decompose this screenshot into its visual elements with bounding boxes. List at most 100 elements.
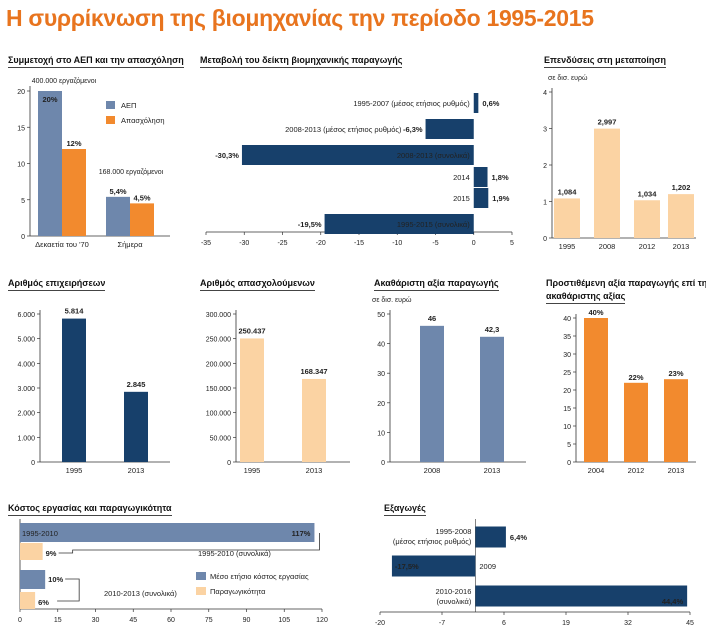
bar-2008-2013 (μέσος ετήσιος ρυθμός)	[425, 119, 474, 139]
bar-2013	[480, 336, 504, 462]
data-label: 1,8%	[492, 173, 509, 182]
y-tick-label: 10	[563, 424, 571, 431]
x-tick-label: 2013	[306, 466, 323, 475]
y-tick-label: 3	[543, 127, 547, 134]
group-label: 1995-2010 (συνολικά)	[198, 549, 271, 558]
x-tick-label: -10	[392, 240, 402, 247]
chart-title-exports: Εξαγωγές	[384, 503, 426, 516]
data-label: 23%	[668, 369, 683, 378]
y-tick-label: 0	[227, 460, 231, 467]
x-tick-label: 1995	[66, 466, 83, 475]
bar-2008-2013 (συνολικά)	[241, 145, 474, 165]
y-tick-label: 10	[377, 430, 385, 437]
y-tick-label: 0	[381, 460, 385, 467]
x-tick-label: 2004	[588, 466, 605, 475]
group-label: 2010-2013 (συνολικά)	[104, 589, 177, 598]
data-label: -17,5%	[395, 562, 419, 571]
x-tick-label: 2013	[668, 466, 685, 475]
data-label: 5,4%	[109, 187, 126, 196]
chart-gdp-employment: 0 5 10 15 20 20% 5,4% 12% 4,5% Δεκαετία του '70 Σή…	[17, 77, 170, 249]
chart-employees: 0 50.000 100.000 150.000 200.000 250.000 300.0…	[206, 310, 350, 475]
bar-Απασχόληση-1	[130, 203, 154, 236]
bar-2014	[473, 167, 488, 187]
bar-export-2	[475, 585, 688, 607]
y-tick-label: 20	[563, 388, 571, 395]
x-tick-label: 105	[278, 617, 290, 624]
x-tick-label: 2013	[128, 466, 145, 475]
y-tick-label: 1	[543, 200, 547, 207]
x-tick-label: Σήμερα	[117, 240, 143, 249]
y-tick-label: 0	[31, 460, 35, 467]
legend-label-productivity: Παραγωγικότητα	[210, 587, 266, 596]
data-label: 44,4%	[662, 597, 684, 606]
data-label: 6,4%	[510, 533, 527, 542]
y-tick-label: 5	[567, 442, 571, 449]
category-label: 2015	[453, 194, 470, 203]
data-label: 1,202	[672, 183, 691, 192]
y-tick-label: 10	[17, 162, 25, 169]
bar-1995	[62, 318, 86, 462]
data-label: -19,5%	[298, 220, 322, 229]
bar-export-0	[475, 526, 506, 548]
category-label: 1995-2008	[436, 527, 472, 536]
annotation-label: 400.000 εργαζόμενοι	[32, 77, 97, 85]
x-tick-label: 2008	[599, 242, 616, 251]
legend-swatch-gdp	[106, 101, 115, 109]
bar-Απασχόληση-0	[62, 149, 86, 236]
y-tick-label: 5	[21, 198, 25, 205]
data-label: 22%	[628, 373, 643, 382]
x-tick-label: 32	[624, 620, 632, 627]
bar-1995-2007 (μέσος ετήσιος ρυθμός)	[473, 93, 479, 113]
y-tick-label: 15	[17, 125, 25, 132]
x-tick-label: 45	[686, 620, 694, 627]
y-tick-label: 35	[563, 334, 571, 341]
data-label: 117%	[292, 529, 311, 538]
x-tick-label: 6	[502, 620, 506, 627]
category-label: 2008-2013 (μέσος ετήσιος ρυθμός)	[285, 125, 402, 134]
y-tick-label: 4.000	[17, 361, 35, 368]
unit-label: σε δισ. ευρώ	[372, 296, 412, 304]
chart-title-firms: Αριθμός επιχειρήσεων	[8, 278, 106, 291]
legend-label-gdp: ΑΕΠ	[121, 101, 136, 110]
category-label: 2008-2013 (συνολικά)	[397, 151, 470, 160]
bar-2004	[584, 318, 608, 462]
bar-2012	[634, 200, 660, 238]
y-tick-label: 250.000	[206, 337, 231, 344]
category-label: 2014	[453, 173, 470, 182]
chart-labour-cost: 0 15 30 45 60 75 90 105 120 117% 1995-2010 9% 10% 6% 1…	[18, 519, 328, 624]
x-tick-label: Δεκαετία του '70	[35, 240, 89, 249]
y-tick-label: 0	[567, 460, 571, 467]
bar-1995-2015 (συνολικά)	[324, 214, 474, 234]
bar-2008	[420, 325, 444, 462]
y-tick-label: 50	[377, 312, 385, 319]
bracket-1995-2010	[58, 533, 320, 554]
y-tick-label: 100.000	[206, 411, 231, 418]
data-label: 1,034	[638, 189, 658, 198]
bar-ΑΕΠ-0	[38, 91, 62, 236]
category-label: (μέσος ετήσιος ρυθμός)	[393, 537, 472, 546]
chart-exports: -20 -7 6 19 32 45 1995-2008(μέσος ετήσιος ρυθμ…	[375, 519, 694, 627]
x-tick-label: -5	[432, 240, 438, 247]
chart-title-employees: Αριθμός απασχολούμενων	[200, 278, 315, 291]
chart-title-gross-output: Ακαθάριστη αξία παραγωγής	[374, 278, 499, 291]
x-tick-label: 75	[205, 617, 213, 624]
y-tick-label: 40	[563, 316, 571, 323]
bar-labour-cost-0	[20, 523, 315, 542]
bar-2013	[302, 378, 326, 462]
legend-label-employment: Απασχόληση	[121, 116, 165, 125]
x-tick-label: 2008	[424, 466, 441, 475]
annotation-label: 168.000 εργαζόμενοι	[99, 168, 164, 176]
x-tick-label: 45	[129, 617, 137, 624]
page-title: Η συρρίκνωση της βιομηχανίας την περίοδο…	[6, 5, 594, 31]
x-tick-label: -20	[375, 620, 385, 627]
y-tick-label: 300.000	[206, 312, 231, 319]
x-tick-label: 2012	[639, 242, 656, 251]
legend-swatch-employment	[106, 116, 115, 124]
chart-title-investment: Επενδύσεις στη μεταποίηση	[544, 55, 667, 68]
bar-ΑΕΠ-1	[106, 196, 130, 236]
data-label: 6%	[38, 598, 49, 607]
legend-label-labour-cost: Μέσο ετήσιο κόστος εργασίας	[210, 572, 309, 581]
category-label: 1995-2015 (συνολικά)	[397, 220, 470, 229]
unit-label: σε δισ. ευρώ	[548, 74, 588, 82]
chart-title-value-added-line1: Προστιθέμενη αξία παραγωγής επί της	[546, 278, 706, 288]
